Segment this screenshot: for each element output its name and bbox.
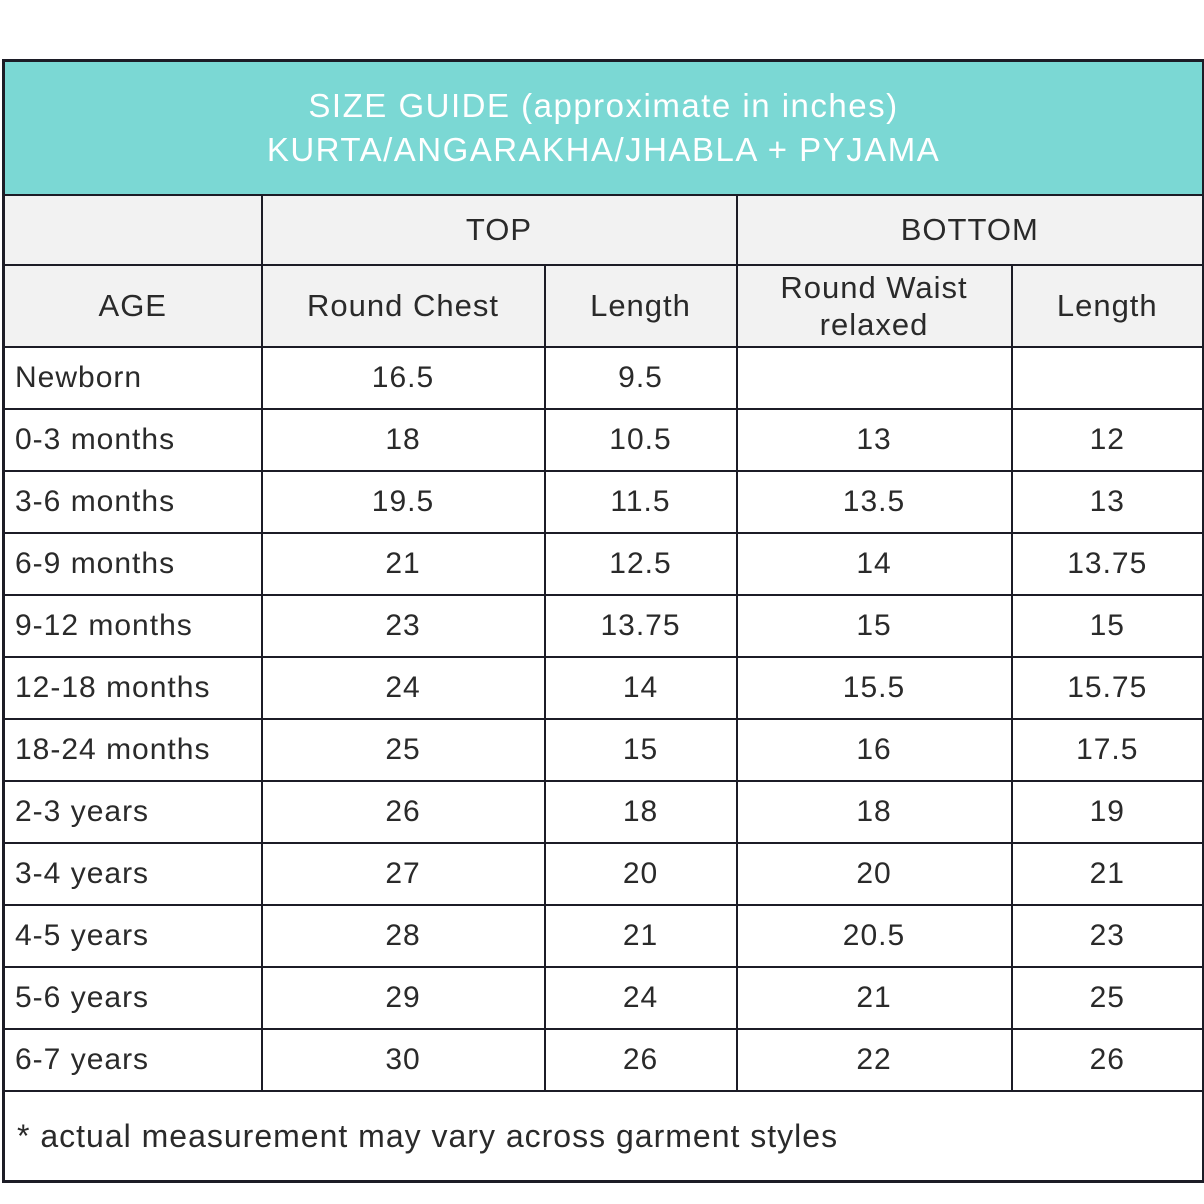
cell-round-chest: 27	[260, 842, 546, 906]
cell-round-waist: 18	[735, 780, 1013, 844]
cell-round-waist	[735, 346, 1013, 410]
cell-round-waist: 16	[735, 718, 1013, 782]
cell-age: 4-5 years	[2, 904, 263, 968]
cell-top-length: 14	[543, 656, 738, 720]
size-row: 9-12 months 23 13.75 15 15	[2, 594, 1204, 658]
cell-age: 3-6 months	[2, 470, 263, 534]
size-row: 0-3 months 18 10.5 13 12	[2, 408, 1204, 472]
cell-top-length: 20	[543, 842, 738, 906]
group-header-row: TOP BOTTOM	[2, 194, 1204, 266]
cell-age: 6-9 months	[2, 532, 263, 596]
cell-round-chest: 24	[260, 656, 546, 720]
footnote-row: * actual measurement may vary across gar…	[2, 1090, 1204, 1183]
size-row: 6-9 months 21 12.5 14 13.75	[2, 532, 1204, 596]
cell-round-chest: 19.5	[260, 470, 546, 534]
cell-round-waist: 21	[735, 966, 1013, 1030]
cell-bottom-length: 25	[1010, 966, 1204, 1030]
cell-round-waist: 13	[735, 408, 1013, 472]
cell-round-waist: 14	[735, 532, 1013, 596]
column-header-round-chest: Round Chest	[260, 264, 546, 348]
footnote-text: * actual measurement may vary across gar…	[2, 1090, 1204, 1183]
cell-bottom-length: 13.75	[1010, 532, 1204, 596]
cell-round-chest: 28	[260, 904, 546, 968]
banner-title-line2: KURTA/ANGARAKHA/JHABLA + PYJAMA	[266, 131, 941, 168]
cell-bottom-length: 26	[1010, 1028, 1204, 1092]
column-header-row: AGE Round Chest Length Round Waist relax…	[2, 264, 1204, 348]
cell-age: 9-12 months	[2, 594, 263, 658]
size-guide-sheet: SIZE GUIDE (approximate in inches) KURTA…	[2, 59, 1204, 1183]
size-row: 2-3 years 26 18 18 19	[2, 780, 1204, 844]
cell-bottom-length: 17.5	[1010, 718, 1204, 782]
cell-bottom-length: 23	[1010, 904, 1204, 968]
size-row: 5-6 years 29 24 21 25	[2, 966, 1204, 1030]
cell-round-chest: 26	[260, 780, 546, 844]
cell-round-waist: 15	[735, 594, 1013, 658]
cell-age: Newborn	[2, 346, 263, 410]
cell-top-length: 12.5	[543, 532, 738, 596]
size-row: 6-7 years 30 26 22 26	[2, 1028, 1204, 1092]
cell-round-waist: 22	[735, 1028, 1013, 1092]
cell-bottom-length: 21	[1010, 842, 1204, 906]
cell-round-chest: 16.5	[260, 346, 546, 410]
cell-round-chest: 23	[260, 594, 546, 658]
cell-bottom-length: 19	[1010, 780, 1204, 844]
cell-top-length: 15	[543, 718, 738, 782]
cell-age: 5-6 years	[2, 966, 263, 1030]
cell-bottom-length	[1010, 346, 1204, 410]
size-row: 12-18 months 24 14 15.5 15.75	[2, 656, 1204, 720]
cell-top-length: 26	[543, 1028, 738, 1092]
cell-round-waist: 20.5	[735, 904, 1013, 968]
column-header-age: AGE	[2, 264, 263, 348]
cell-top-length: 10.5	[543, 408, 738, 472]
cell-round-chest: 30	[260, 1028, 546, 1092]
cell-round-waist: 15.5	[735, 656, 1013, 720]
cell-age: 18-24 months	[2, 718, 263, 782]
size-guide-table: SIZE GUIDE (approximate in inches) KURTA…	[2, 59, 1204, 1183]
cell-round-waist: 20	[735, 842, 1013, 906]
size-row: Newborn 16.5 9.5	[2, 346, 1204, 410]
group-header-bottom: BOTTOM	[735, 194, 1204, 266]
cell-age: 12-18 months	[2, 656, 263, 720]
cell-top-length: 24	[543, 966, 738, 1030]
cell-age: 6-7 years	[2, 1028, 263, 1092]
cell-bottom-length: 13	[1010, 470, 1204, 534]
column-header-bottom-length: Length	[1010, 264, 1204, 348]
size-row: 4-5 years 28 21 20.5 23	[2, 904, 1204, 968]
cell-round-chest: 18	[260, 408, 546, 472]
cell-top-length: 18	[543, 780, 738, 844]
cell-age: 0-3 months	[2, 408, 263, 472]
cell-bottom-length: 12	[1010, 408, 1204, 472]
cell-round-chest: 21	[260, 532, 546, 596]
cell-age: 3-4 years	[2, 842, 263, 906]
cell-round-chest: 25	[260, 718, 546, 782]
cell-bottom-length: 15	[1010, 594, 1204, 658]
cell-top-length: 11.5	[543, 470, 738, 534]
cell-top-length: 9.5	[543, 346, 738, 410]
cell-top-length: 13.75	[543, 594, 738, 658]
size-row: 18-24 months 25 15 16 17.5	[2, 718, 1204, 782]
column-header-round-waist: Round Waist relaxed	[735, 264, 1013, 348]
size-row: 3-4 years 27 20 20 21	[2, 842, 1204, 906]
cell-age: 2-3 years	[2, 780, 263, 844]
cell-bottom-length: 15.75	[1010, 656, 1204, 720]
size-guide-banner: SIZE GUIDE (approximate in inches) KURTA…	[2, 59, 1204, 196]
cell-round-chest: 29	[260, 966, 546, 1030]
corner-empty-cell	[2, 194, 263, 266]
group-header-top: TOP	[260, 194, 738, 266]
cell-round-waist: 13.5	[735, 470, 1013, 534]
size-row: 3-6 months 19.5 11.5 13.5 13	[2, 470, 1204, 534]
cell-top-length: 21	[543, 904, 738, 968]
banner-row: SIZE GUIDE (approximate in inches) KURTA…	[2, 59, 1204, 196]
banner-title-line1: SIZE GUIDE (approximate in inches)	[308, 87, 899, 124]
column-header-top-length: Length	[543, 264, 738, 348]
